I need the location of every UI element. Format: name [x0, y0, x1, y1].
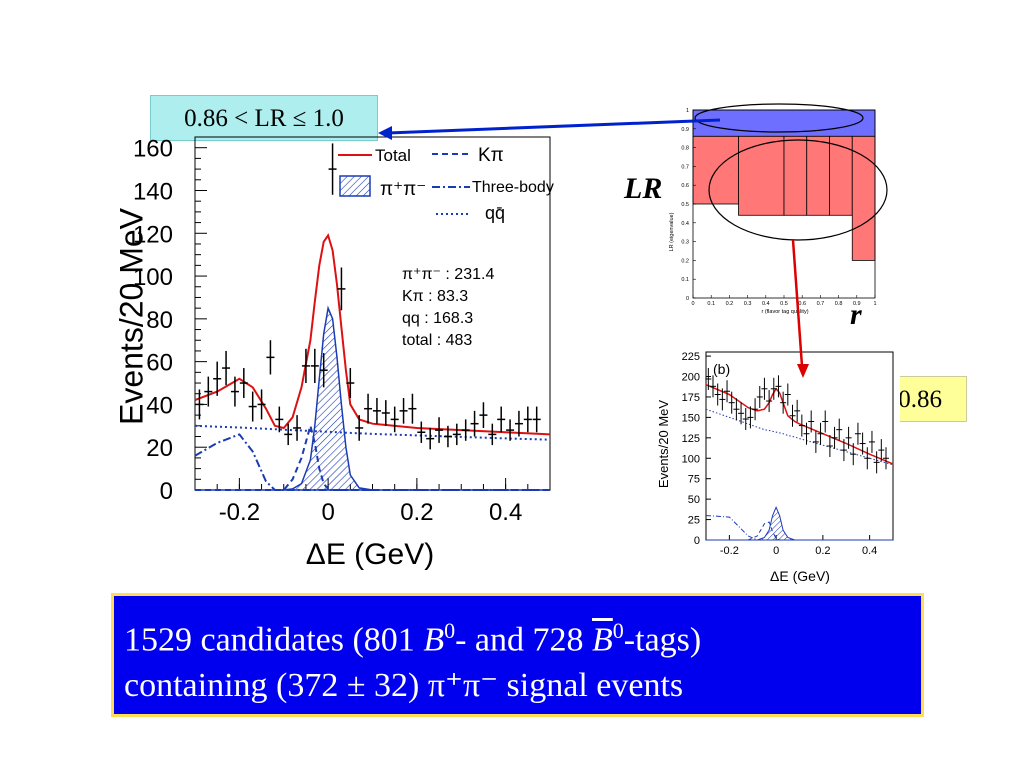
yield-annotation: π⁺π⁻ : 231.4	[402, 266, 494, 283]
lr-xtick-label: 1	[873, 301, 876, 307]
inset-ylabel: Events/20 MeV	[656, 400, 671, 488]
kpi-curve	[195, 421, 550, 491]
inset-ytick-label: 225	[682, 351, 700, 363]
three-body-curve	[194, 433, 550, 491]
callout-high-lr-text: 0.86 < LR ≤ 1.0	[184, 105, 344, 132]
lr-ytick-label: 0.4	[681, 221, 689, 227]
lr-xtick-label: 0.6	[798, 301, 806, 307]
lr-bin-bar	[692, 135, 739, 205]
inset-xtick-label: 0.2	[815, 545, 830, 557]
inset-ytick-label: 200	[682, 372, 700, 384]
yield-annotation: total : 483	[402, 332, 472, 349]
lr-bin-bar	[829, 135, 853, 216]
inset-ytick-label: 75	[688, 474, 700, 486]
legend-qqbar-label: qq̄	[485, 203, 505, 223]
lr-plot-frame	[692, 109, 876, 299]
lr-high-ellipse	[694, 103, 864, 133]
inset-ytick-label: 25	[688, 515, 700, 527]
inset-ytick-label: 100	[682, 453, 700, 465]
main-xtick-label: 0.4	[489, 499, 522, 526]
lr-ytick-label: 0.3	[681, 240, 689, 246]
blue-arrow-head	[378, 126, 392, 140]
summary-text-c: -tags)	[623, 621, 702, 659]
total-fit-curve	[194, 233, 551, 436]
summary-line-1: 1529 candidates (801 B0- and 728 B0-tags…	[124, 608, 921, 663]
legend-total-label: Total	[375, 146, 411, 165]
inset-kpi-curve	[706, 521, 893, 541]
lr-xlabel: r (flavor tag quality)	[761, 309, 808, 315]
inset-ytick-label: 175	[682, 392, 700, 404]
blue-arrow	[387, 118, 721, 135]
red-arrow	[791, 239, 804, 367]
lr-bin-bar	[738, 135, 785, 216]
summary-line-2: containing (372 ± 32) π⁺π⁻ signal events	[124, 667, 684, 705]
callout-low-lr-text: LR ≤ 0.86	[840, 386, 942, 413]
main-plot-frame	[194, 136, 551, 491]
lr-ytick-label: 0.5	[681, 202, 689, 208]
lr-low-ellipse	[708, 139, 888, 241]
lr-xtick-label: 0.7	[817, 301, 825, 307]
summary-box: 1529 candidates (801 B0- and 728 B0-tags…	[111, 593, 924, 717]
summary-text-b: - and 728	[455, 621, 593, 659]
inset-xtick-label: -0.2	[720, 545, 739, 557]
callout-high-lr: 0.86 < LR ≤ 1.0	[150, 95, 378, 141]
b-symbol-2: B	[592, 621, 613, 659]
b-sup-1: 0	[444, 618, 456, 643]
main-xtick-label: 0	[321, 499, 334, 526]
inset-xlabel: ΔE (GeV)	[770, 568, 830, 584]
lr-xtick-label: 0.2	[726, 301, 734, 307]
inset-pipi-signal-area	[706, 506, 893, 541]
lr-bin-bar	[806, 135, 830, 216]
lr-ytick-label: 1	[686, 108, 689, 114]
yield-annotation: qq : 168.3	[402, 310, 473, 327]
legend-pipi-label: π⁺π⁻	[380, 179, 426, 200]
b-symbol-1: B	[423, 621, 445, 659]
callout-low-lr: LR ≤ 0.86	[815, 376, 967, 422]
lr-xtick-label: 0.4	[762, 301, 770, 307]
lr-ytick-label: 0.1	[681, 277, 689, 283]
lr-xtick-label: 0.8	[835, 301, 843, 307]
inset-ytick-label: 0	[694, 535, 700, 547]
lr-ytick-label: 0.7	[681, 164, 689, 170]
pipi-signal-area	[195, 305, 550, 491]
inset-three-body-curve	[705, 515, 893, 541]
lr-high-band	[692, 109, 876, 137]
main-ytick-label: 0	[160, 478, 173, 505]
r-side-label: r	[850, 298, 862, 331]
lr-xtick-label: 0.3	[744, 301, 752, 307]
inset-xtick-label: 0	[773, 545, 779, 557]
legend-three-body-label: Three-body	[472, 179, 554, 196]
main-xtick-label: -0.2	[219, 499, 260, 526]
summary-text-a: 1529 candidates (801	[124, 621, 424, 659]
lr-ytick-label: 0.2	[681, 258, 689, 264]
inset-ytick-label: 50	[688, 494, 700, 506]
lr-ytick-label: 0	[686, 296, 689, 302]
main-xlabel: ΔE (GeV)	[305, 538, 435, 571]
inset-ytick-label: 150	[682, 412, 700, 424]
lr-ytick-label: 0.9	[681, 127, 689, 133]
b-sup-2: 0	[612, 618, 624, 643]
main-xtick-label: 0.2	[400, 499, 433, 526]
lr-xtick-label: 0	[691, 301, 694, 307]
lr-bin-bar	[851, 135, 876, 261]
legend-kpi-label: Kπ	[478, 145, 504, 166]
inset-ytick-label: 125	[682, 433, 700, 445]
yield-annotation: Kπ : 83.3	[402, 288, 468, 305]
lr-ylabel: LR (eigenvalue)	[669, 212, 675, 251]
main-ylabel: Events/20 MeV	[113, 208, 150, 425]
inset-panel-label: (b)	[713, 361, 730, 377]
lr-side-label: LR	[624, 172, 663, 205]
inset-xtick-label: 0.4	[862, 545, 877, 557]
lr-bin-bar	[783, 135, 808, 216]
red-arrow-head	[797, 364, 809, 378]
lr-ytick-label: 0.6	[681, 183, 689, 189]
lr-xtick-label: 0.5	[780, 301, 788, 307]
lr-xtick-label: 0.1	[707, 301, 715, 307]
qqbar-curve	[194, 424, 551, 441]
lr-ytick-label: 0.8	[681, 146, 689, 152]
legend-pipi-swatch	[339, 175, 371, 197]
